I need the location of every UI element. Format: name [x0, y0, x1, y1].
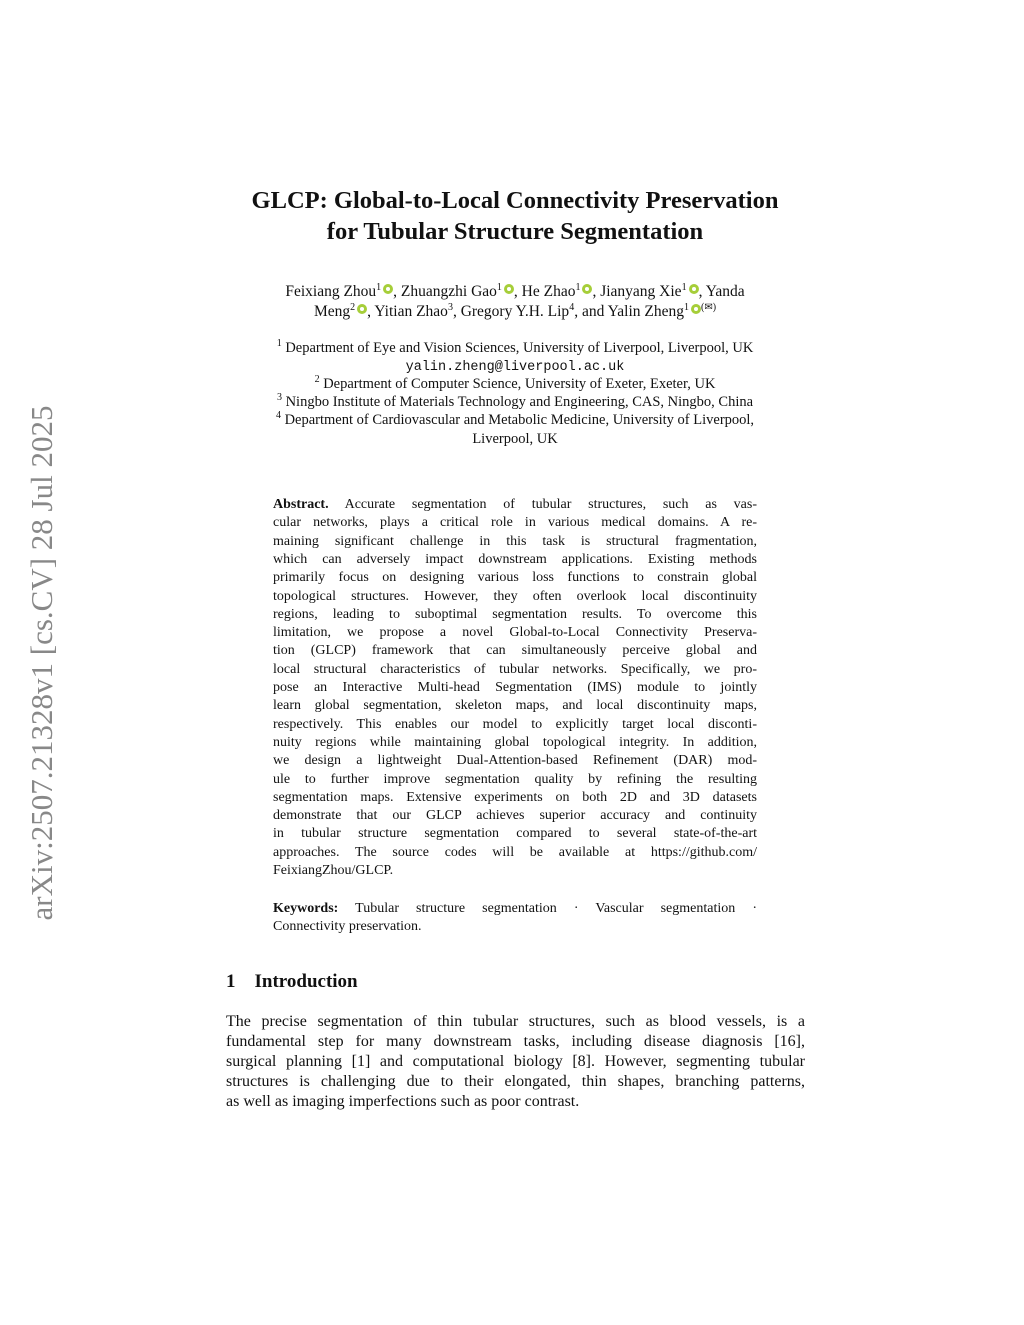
intro-line: The precise segmentation of thin tubular… — [226, 1013, 805, 1030]
abstract-line: local structural characteristics of tubu… — [273, 661, 757, 677]
orcid-icon[interactable] — [503, 284, 514, 294]
abstract-label: Abstract. — [273, 497, 329, 512]
paper-title-line-2: for Tubular Structure Segmentation — [326, 218, 704, 245]
abstract-line: tion (GLCP) framework that can simultane… — [273, 643, 757, 659]
author: Jianyang Xie — [600, 283, 682, 300]
abstract-line: Abstract. Accurate segmentation of tubul… — [273, 497, 758, 512]
abstract-line: respectively. This enables our model to … — [273, 716, 757, 732]
abstract-line: pose an Interactive Multi-head Segmentat… — [273, 680, 757, 695]
orcid-icon[interactable] — [688, 284, 699, 294]
author: Feixiang Zhou — [285, 283, 377, 300]
abstract-line: regions, leading to suboptimal segmentat… — [273, 606, 757, 622]
affiliation-4-cont: Liverpool, UK — [472, 431, 558, 447]
author: Zhuangzhi Gao — [400, 283, 497, 300]
author: Yitian Zhao — [374, 303, 448, 320]
author: Yanda — [705, 283, 745, 300]
abstract-line: maining significant challenge in this ta… — [273, 533, 757, 549]
abstract-line: in tubular structure segmentation compar… — [273, 826, 757, 842]
arxiv-stamp: arXiv:2507.21328v1 [cs.CV] 28 Jul 2025 — [24, 405, 59, 921]
orcid-icon[interactable] — [383, 284, 394, 294]
abstract-line: ule to further improve segmentation qual… — [273, 771, 757, 787]
author-list-line-2: Meng2, Yitian Zhao3, Gregory Y.H. Lip4, … — [313, 301, 717, 320]
contact-email[interactable]: yalin.zheng@liverpool.ac.uk — [405, 360, 625, 375]
abstract-line: FeixiangZhou/GLCP. — [273, 863, 394, 878]
abstract-line: nuity regions while maintaining global t… — [273, 734, 757, 750]
affiliation-2: 2 Department of Computer Science, Univer… — [314, 374, 716, 392]
abstract-line: limitation, we propose a novel Global-to… — [273, 625, 757, 641]
intro-line: fundamental step for many downstream tas… — [226, 1033, 805, 1050]
affiliation-4: 4 Department of Cardiovascular and Metab… — [275, 410, 755, 428]
keywords-cont: Connectivity preservation. — [273, 919, 422, 934]
orcid-icon[interactable] — [582, 284, 593, 294]
paper-title-line-1: GLCP: Global-to-Local Connectivity Prese… — [251, 187, 779, 214]
abstract-line: which can adversely impact downstream ap… — [273, 551, 757, 567]
abstract-line: approaches. The source codes will be ava… — [273, 844, 757, 860]
abstract-line: cular networks, plays a critical role in… — [273, 515, 757, 531]
affiliation-1: 1 Department of Eye and Vision Sciences,… — [276, 338, 754, 356]
author: He Zhao — [521, 283, 576, 300]
abstract-line: demonstrate that our GLCP achieves super… — [273, 808, 757, 824]
author: Gregory Y.H. Lip — [460, 303, 570, 320]
affiliation-3: 3 Ningbo Institute of Materials Technolo… — [276, 392, 754, 410]
intro-line: as well as imaging imperfections such as… — [226, 1093, 580, 1110]
intro-line: surgical planning [1] and computational … — [226, 1053, 805, 1070]
section-heading: 1 Introduction — [226, 971, 358, 992]
keywords: Keywords: Tubular structure segmentation… — [273, 901, 757, 916]
envelope-icon: (✉) — [700, 301, 717, 313]
author-list-line-1: Feixiang Zhou1, Zhuangzhi Gao1, He Zhao1… — [285, 281, 745, 300]
orcid-icon[interactable] — [357, 304, 368, 314]
abstract-line: segmentation maps. Extensive experiments… — [273, 789, 757, 805]
abstract-line: we design a lightweight Dual-Attention-b… — [273, 753, 757, 769]
author: Yalin Zheng — [607, 303, 684, 320]
intro-line: structures is challenging due to their e… — [226, 1073, 805, 1090]
abstract-line: learn global segmentation, skeleton maps… — [273, 698, 757, 714]
abstract-line: topological structures. However, they of… — [273, 588, 757, 604]
orcid-icon[interactable] — [690, 304, 701, 314]
author: Meng — [313, 303, 351, 320]
abstract-line: primarily focus on designing various los… — [273, 570, 757, 586]
